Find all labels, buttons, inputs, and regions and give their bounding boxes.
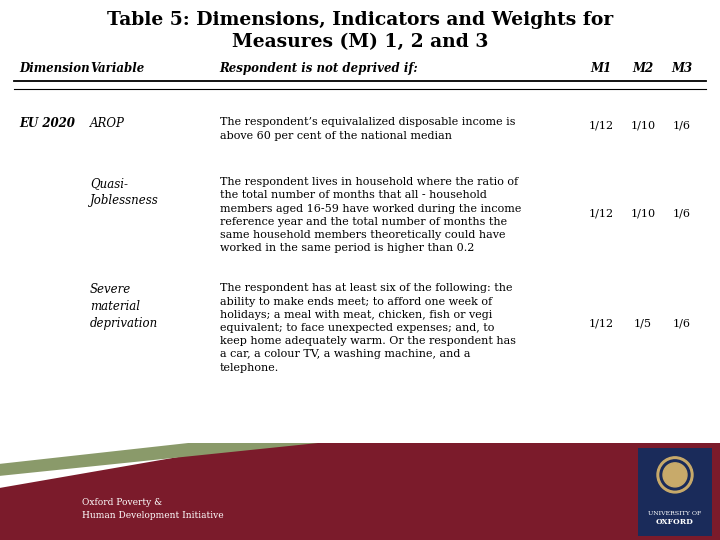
Text: Respondent is not deprived if:: Respondent is not deprived if:: [220, 62, 418, 75]
Text: M2: M2: [632, 62, 654, 75]
Circle shape: [660, 460, 690, 490]
Circle shape: [663, 463, 687, 487]
Text: OPHI: OPHI: [13, 495, 110, 526]
Text: M3: M3: [671, 62, 693, 75]
Bar: [638, 448, 712, 536]
Text: Dimension: Dimension: [19, 62, 90, 75]
Text: Variable: Variable: [90, 62, 144, 75]
Polygon shape: [0, 443, 260, 488]
Text: 1/12: 1/12: [589, 209, 613, 219]
Polygon shape: [0, 443, 190, 464]
Text: Measures (M) 1, 2 and 3: Measures (M) 1, 2 and 3: [232, 33, 488, 51]
Text: 1/6: 1/6: [672, 318, 690, 328]
Circle shape: [657, 457, 693, 493]
Text: AROP: AROP: [90, 117, 125, 130]
Text: The respondent lives in household where the ratio of
the total number of months : The respondent lives in household where …: [220, 177, 521, 253]
Text: Oxford Poverty &: Oxford Poverty &: [82, 498, 162, 508]
Text: 1/6: 1/6: [672, 209, 690, 219]
Text: 1/10: 1/10: [631, 209, 655, 219]
Text: OXFORD: OXFORD: [656, 518, 694, 526]
Text: M1: M1: [590, 62, 612, 75]
Text: UNIVERSITY OF: UNIVERSITY OF: [649, 511, 701, 516]
Text: 1/12: 1/12: [589, 318, 613, 328]
Text: Severe
material
deprivation: Severe material deprivation: [90, 284, 158, 330]
Polygon shape: [0, 443, 320, 476]
Text: EU 2020: EU 2020: [19, 117, 76, 130]
Text: The respondent’s equivalalized disposable income is
above 60 per cent of the nat: The respondent’s equivalalized disposabl…: [220, 117, 515, 140]
Text: 1/12: 1/12: [589, 121, 613, 131]
Text: 1/6: 1/6: [672, 121, 690, 131]
Text: 1/5: 1/5: [634, 318, 652, 328]
Text: Quasi-
Joblessness: Quasi- Joblessness: [90, 177, 158, 207]
Text: The respondent has at least six of the following: the
ability to make ends meet;: The respondent has at least six of the f…: [220, 284, 516, 373]
Text: Human Development Initiative: Human Development Initiative: [82, 511, 224, 521]
Text: Table 5: Dimensions, Indicators and Weights for: Table 5: Dimensions, Indicators and Weig…: [107, 11, 613, 29]
Text: 1/10: 1/10: [631, 121, 655, 131]
